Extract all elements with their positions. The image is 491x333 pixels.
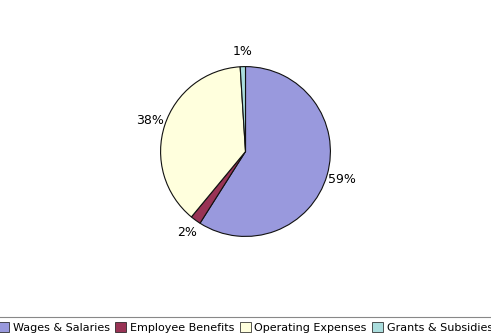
Wedge shape [240,67,246,152]
Legend: Wages & Salaries, Employee Benefits, Operating Expenses, Grants & Subsidies: Wages & Salaries, Employee Benefits, Ope… [0,317,491,333]
Text: 2%: 2% [177,226,196,239]
Text: 38%: 38% [136,114,164,127]
Wedge shape [161,67,246,217]
Text: 1%: 1% [232,45,252,58]
Wedge shape [200,67,330,236]
Wedge shape [191,152,246,223]
Text: 59%: 59% [328,173,355,186]
